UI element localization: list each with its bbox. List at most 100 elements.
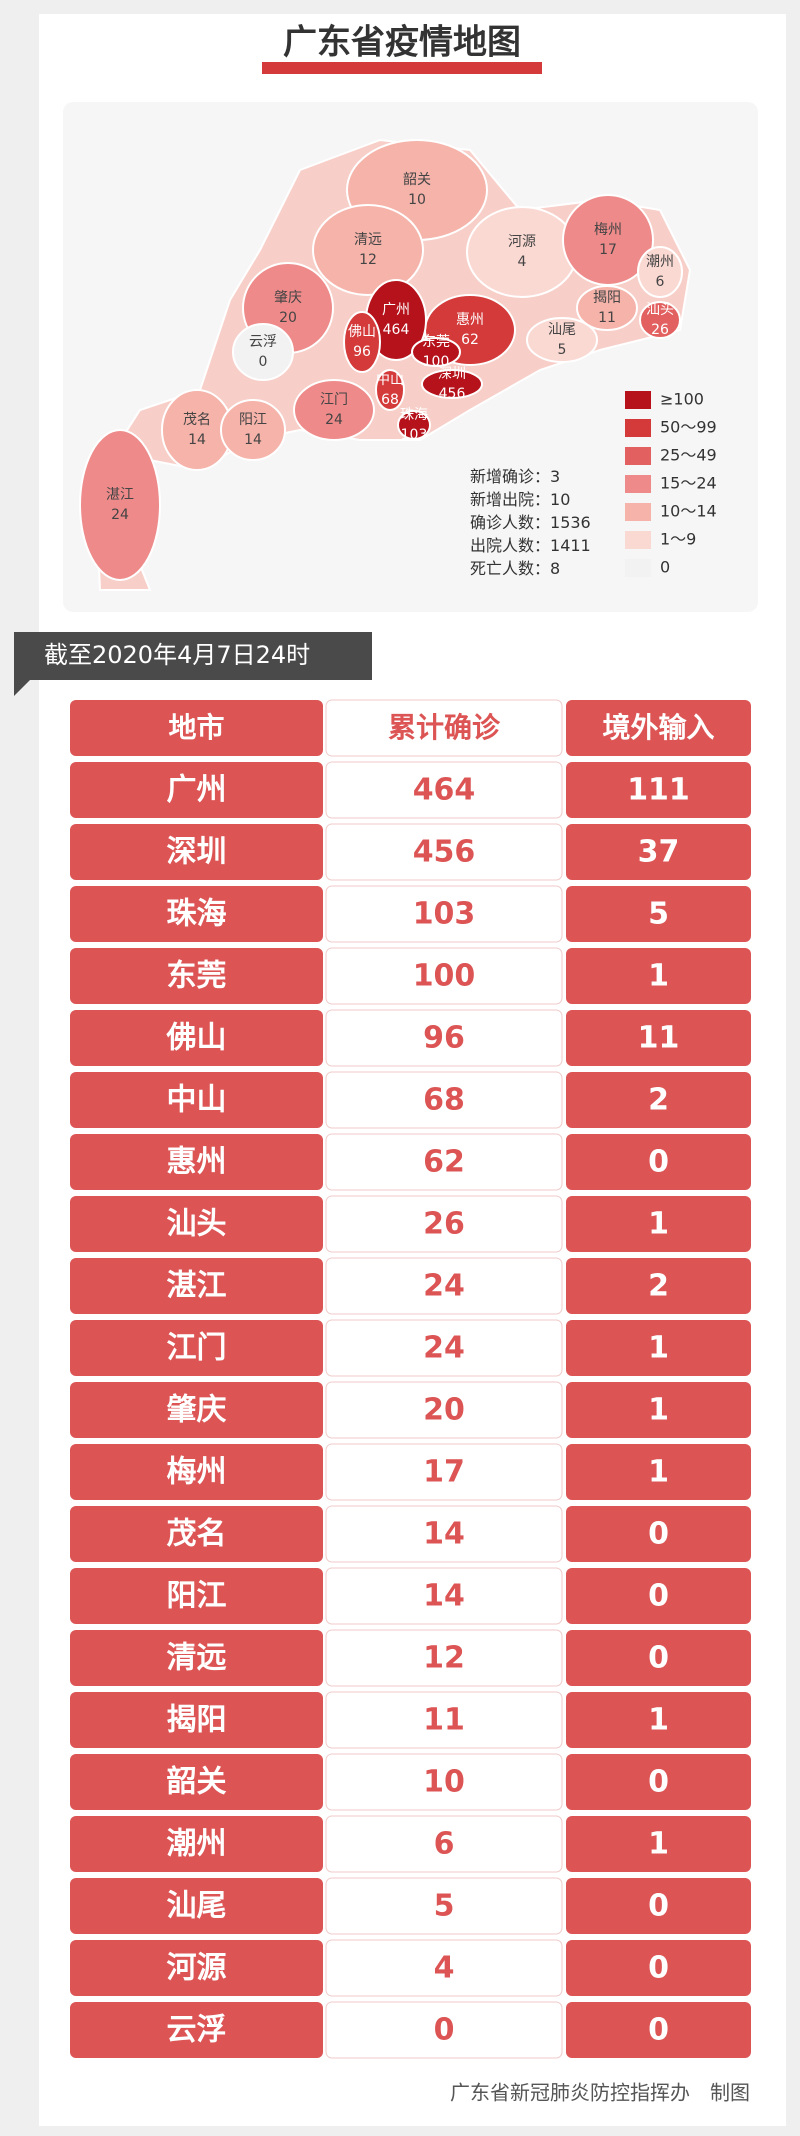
cell-text: 东莞 [167, 959, 227, 994]
region-value: 68 [381, 392, 399, 408]
region-name: 湛江 [106, 487, 134, 503]
stat-value: 1536 [550, 513, 591, 532]
region-name: 东莞 [422, 334, 450, 350]
legend-label: 25～49 [660, 446, 717, 465]
region [79, 429, 161, 581]
cell-text: 6 [434, 1827, 455, 1862]
cell [566, 824, 751, 880]
cell-text: 2 [648, 1269, 669, 1304]
cell [325, 1071, 563, 1129]
region-value: 11 [598, 310, 616, 326]
region [637, 246, 683, 298]
cell [325, 1753, 563, 1811]
cell-text: 1 [648, 1207, 669, 1242]
region [639, 301, 681, 339]
cell-text: 5 [434, 1889, 455, 1924]
footer: 广东省新冠肺炎防控指挥办 制图 [450, 2081, 750, 2105]
cell-text: 肇庆 [167, 1393, 227, 1428]
cell [70, 1134, 323, 1190]
cell-text: 0 [648, 1889, 669, 1924]
region-value: 62 [461, 332, 479, 348]
region-name: 惠州 [456, 312, 484, 328]
region-value: 24 [111, 507, 129, 523]
region-name: 梅州 [594, 222, 622, 238]
cell-text: 佛山 [166, 1021, 227, 1056]
cell-text: 云浮 [167, 2013, 227, 2048]
cell [70, 1940, 323, 1996]
cell [566, 1444, 751, 1500]
date: 截至2020年4月7日24时 [44, 641, 310, 669]
stat-value: 3 [550, 467, 560, 486]
cell [325, 1629, 563, 1687]
cell [325, 1257, 563, 1315]
region [562, 194, 654, 286]
region-name: 珠海 [400, 407, 428, 423]
region-value: 14 [244, 432, 262, 448]
legend-swatch [625, 559, 651, 577]
cell-text: 12 [423, 1641, 465, 1676]
header-cell [70, 700, 323, 756]
region-name: 阳江 [239, 412, 267, 428]
legend-swatch [625, 503, 651, 521]
legend-swatch [625, 447, 651, 465]
legend-label: 0 [660, 558, 670, 577]
cell [70, 1072, 323, 1128]
cell [70, 2002, 323, 2058]
cell-text: 湛江 [167, 1269, 227, 1304]
cell [566, 1940, 751, 1996]
header-cell [325, 699, 563, 757]
cell-text: 4 [434, 1951, 455, 1986]
cell [70, 1816, 323, 1872]
cell [325, 1815, 563, 1873]
cell [566, 1072, 751, 1128]
cell [566, 886, 751, 942]
cell-text: 0 [648, 1579, 669, 1614]
title: 广东省疫情地图 [283, 23, 521, 63]
cell [70, 1258, 323, 1314]
region-value: 96 [353, 344, 371, 360]
cell [70, 1196, 323, 1252]
region-value: 464 [383, 322, 410, 338]
cell-text: 456 [413, 835, 476, 870]
cell-text: 37 [638, 835, 680, 870]
cell-text: 14 [423, 1517, 465, 1552]
cell-text: 14 [423, 1579, 465, 1614]
region-name: 汕尾 [548, 322, 576, 338]
region-name: 江门 [320, 392, 348, 408]
cell [325, 823, 563, 881]
region-name: 佛山 [348, 324, 376, 340]
header-text: 境外输入 [602, 711, 714, 744]
cell-text: 1 [648, 1393, 669, 1428]
legend-label: 10～14 [660, 502, 717, 521]
cell [566, 948, 751, 1004]
title-underline [262, 62, 542, 74]
stat: 出院人数：1411 [470, 536, 591, 555]
region [466, 206, 578, 298]
cell-text: 珠海 [167, 897, 227, 932]
cell [70, 1320, 323, 1376]
stat-value: 1411 [550, 536, 591, 555]
cell [566, 1134, 751, 1190]
stat-label: 确诊人数： [470, 513, 550, 532]
cell-text: 464 [413, 773, 476, 808]
cell-text: 0 [648, 1765, 669, 1800]
cell-text: 江门 [167, 1331, 227, 1366]
legend-label: 15～24 [660, 474, 717, 493]
region [411, 337, 461, 367]
region-name: 韶关 [403, 172, 431, 188]
region-value: 14 [188, 432, 206, 448]
cell [566, 1692, 751, 1748]
cell [566, 1320, 751, 1376]
cell [566, 1568, 751, 1624]
region-value: 5 [558, 342, 567, 358]
cell-text: 1 [648, 959, 669, 994]
region-value: 4 [518, 254, 527, 270]
cell [566, 1754, 751, 1810]
region-value: 456 [439, 386, 466, 402]
cell [70, 1692, 323, 1748]
region [526, 317, 598, 363]
cell [325, 1691, 563, 1749]
region-name: 汕头 [646, 302, 674, 318]
cell [325, 1939, 563, 1997]
